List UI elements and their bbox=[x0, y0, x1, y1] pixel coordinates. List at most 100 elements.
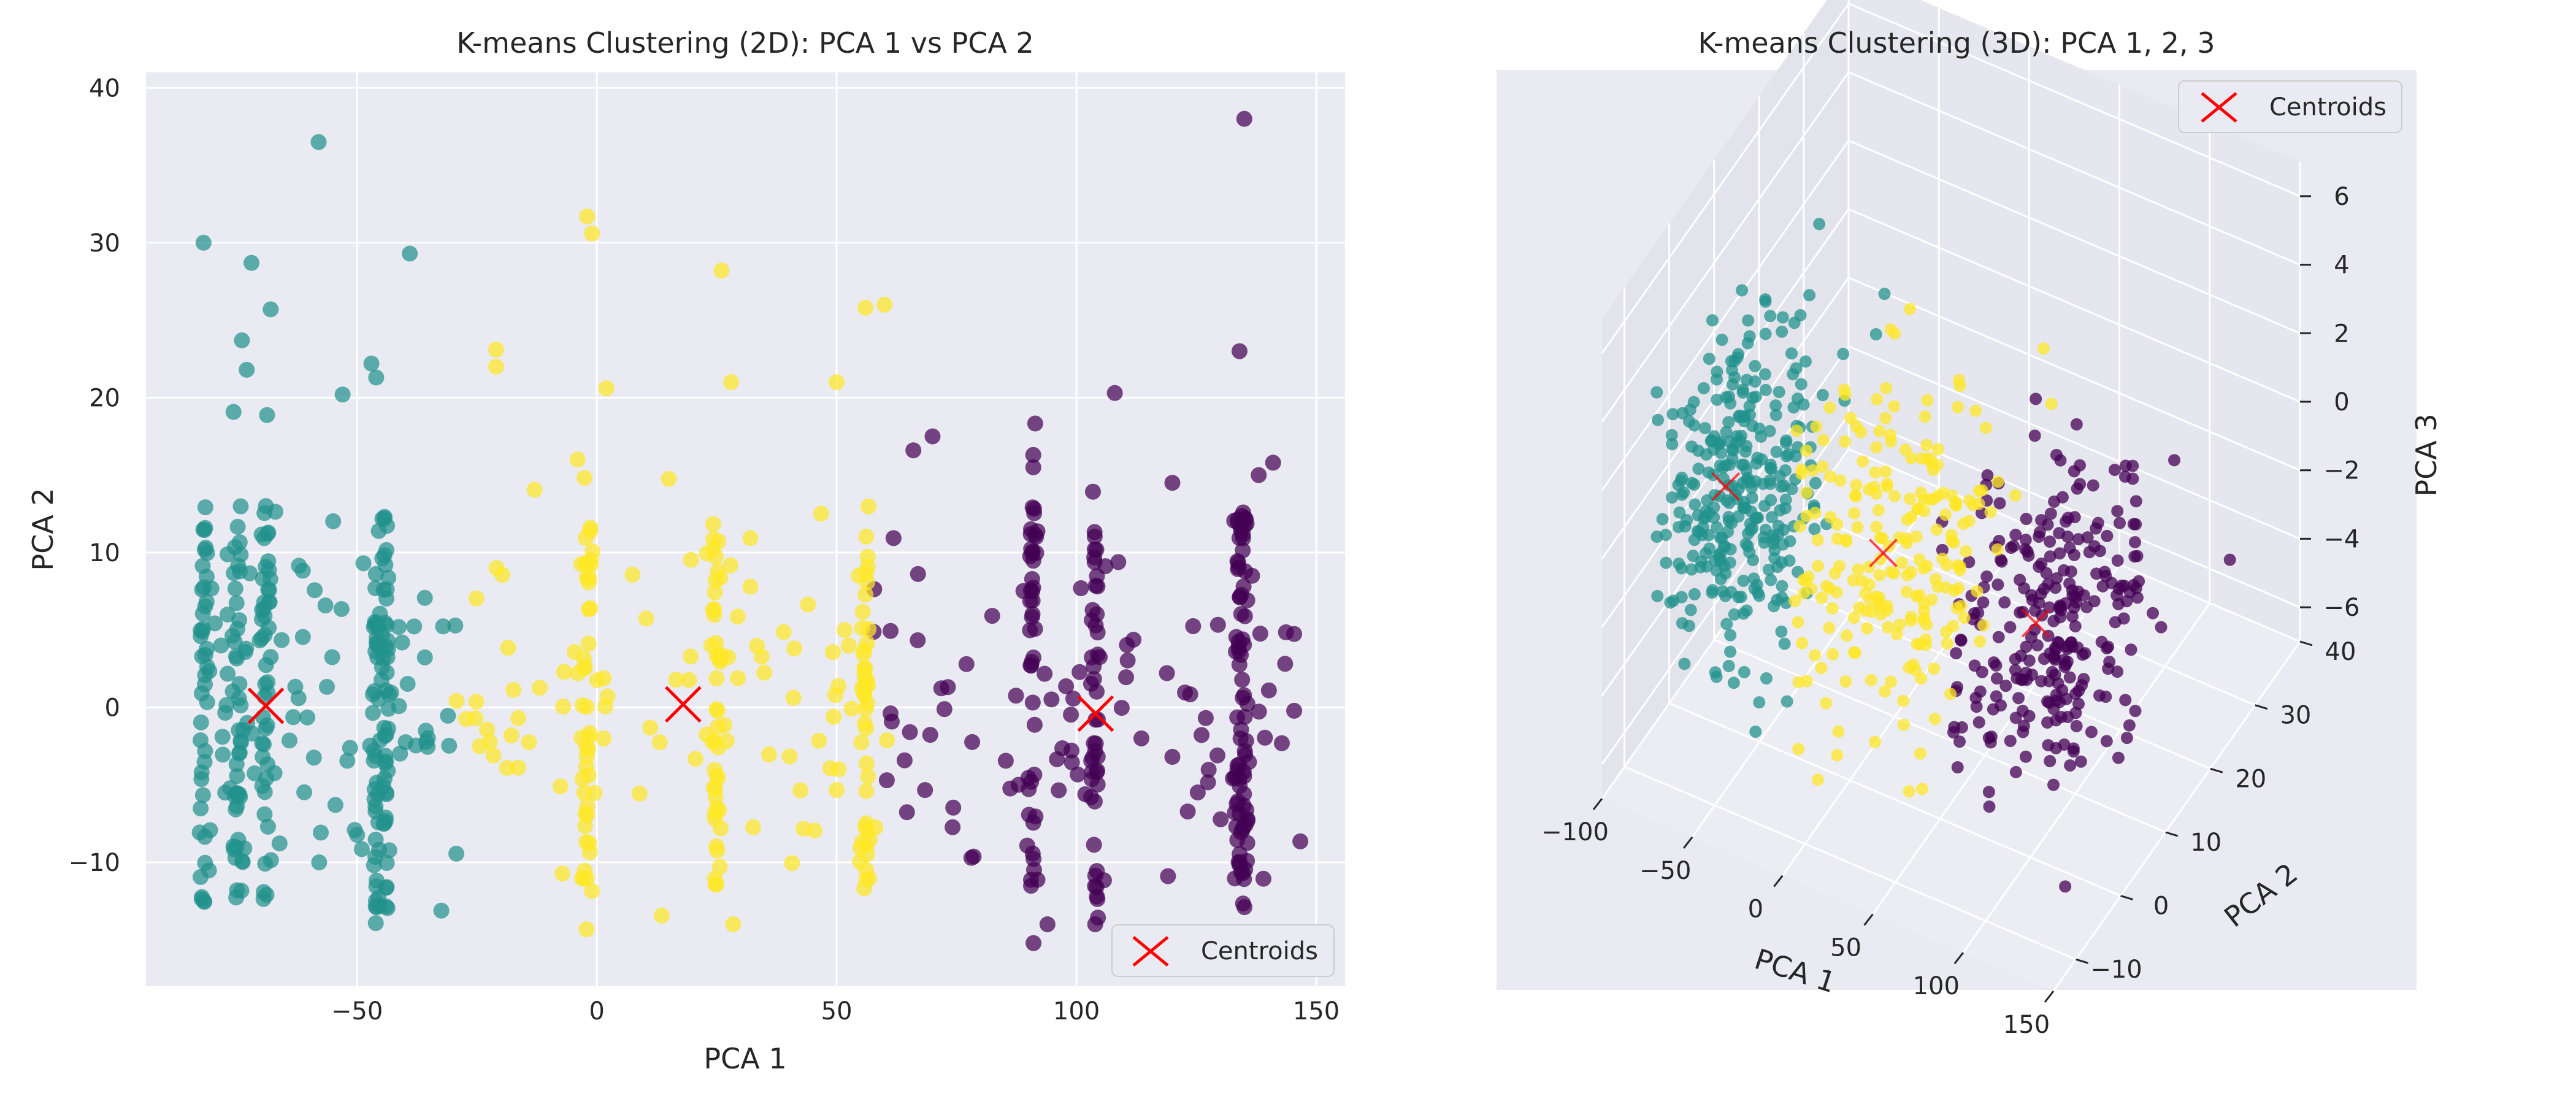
data-point-3d bbox=[1765, 511, 1778, 524]
data-point bbox=[213, 637, 229, 654]
data-point-3d bbox=[1717, 540, 1730, 553]
data-point bbox=[855, 646, 872, 662]
data-point bbox=[681, 672, 697, 688]
data-point-3d bbox=[2066, 589, 2079, 602]
data-point bbox=[1077, 786, 1094, 802]
data-point bbox=[707, 572, 724, 589]
data-point-3d bbox=[2019, 534, 2032, 546]
data-point-3d bbox=[1742, 314, 1755, 327]
data-point-3d bbox=[2042, 738, 2055, 751]
data-point bbox=[1070, 766, 1086, 783]
data-point-3d bbox=[1876, 531, 1889, 544]
data-point bbox=[281, 732, 297, 749]
data-point-3d bbox=[2018, 582, 2031, 595]
data-point bbox=[1257, 729, 1273, 746]
y-tick-label: 40 bbox=[89, 74, 120, 102]
data-point bbox=[1025, 459, 1041, 475]
data-point bbox=[785, 689, 802, 706]
data-point bbox=[218, 697, 235, 713]
data-point-3d bbox=[1652, 413, 1665, 426]
z-tick-label-3d: 4 bbox=[2334, 251, 2349, 280]
points-2d bbox=[191, 110, 1309, 951]
data-point-3d bbox=[1998, 596, 2011, 609]
data-point-3d bbox=[1732, 510, 1745, 523]
data-point-3d bbox=[1800, 574, 1812, 587]
data-point-3d bbox=[1823, 621, 1836, 634]
data-point bbox=[1084, 763, 1100, 780]
data-point-3d bbox=[1951, 761, 1964, 774]
data-point bbox=[1043, 691, 1060, 708]
data-point-3d bbox=[2100, 642, 2113, 654]
data-point-3d bbox=[2004, 734, 2017, 747]
data-point bbox=[1085, 483, 1102, 500]
data-point bbox=[1239, 696, 1255, 712]
data-point-3d bbox=[1936, 553, 1949, 565]
data-point bbox=[709, 842, 726, 859]
data-point-3d bbox=[1832, 725, 1845, 738]
legend-label-3d: Centroids bbox=[2269, 93, 2386, 121]
data-point-3d bbox=[1828, 567, 1841, 580]
data-point-3d bbox=[1706, 584, 1719, 597]
data-point bbox=[381, 686, 397, 703]
data-point-3d bbox=[1815, 662, 1828, 675]
centroids-3d bbox=[1711, 472, 2050, 638]
data-point bbox=[958, 656, 975, 672]
y-tick-3d bbox=[2120, 895, 2134, 900]
data-point bbox=[239, 361, 255, 378]
data-point bbox=[254, 778, 270, 794]
data-point bbox=[578, 834, 595, 850]
data-point bbox=[905, 442, 922, 459]
data-point bbox=[1159, 665, 1175, 681]
grid-3d bbox=[1623, 765, 2077, 960]
data-point bbox=[313, 824, 329, 841]
data-point bbox=[1089, 624, 1106, 641]
data-point bbox=[653, 907, 670, 924]
data-point-3d bbox=[2033, 597, 2045, 610]
data-point bbox=[233, 883, 250, 899]
data-point-3d bbox=[1910, 531, 1923, 543]
data-point bbox=[1241, 754, 1257, 770]
data-point-3d bbox=[2119, 694, 2132, 707]
data-point-3d bbox=[1724, 629, 1737, 642]
grid-3d bbox=[1691, 486, 1940, 838]
data-point-3d bbox=[1982, 786, 1995, 799]
data-point-3d bbox=[2043, 601, 2056, 614]
data-point bbox=[510, 759, 526, 776]
data-point-3d bbox=[2044, 535, 2057, 548]
data-point bbox=[1232, 730, 1249, 747]
data-point bbox=[399, 675, 416, 692]
data-point bbox=[267, 504, 283, 520]
data-point bbox=[1089, 776, 1106, 793]
data-point-3d bbox=[1808, 523, 1821, 535]
data-point bbox=[579, 208, 596, 224]
data-point bbox=[305, 749, 322, 766]
data-point bbox=[577, 530, 594, 546]
data-point-3d bbox=[1714, 552, 1727, 565]
data-point bbox=[402, 245, 418, 262]
data-point bbox=[585, 543, 601, 559]
data-point bbox=[781, 748, 798, 765]
legend-3d: Centroids bbox=[2178, 80, 2402, 133]
data-point bbox=[255, 891, 272, 907]
data-point bbox=[225, 404, 242, 420]
data-point bbox=[196, 893, 212, 910]
data-point bbox=[1273, 735, 1290, 751]
data-point-3d bbox=[1954, 634, 1967, 646]
data-point bbox=[1251, 703, 1267, 720]
data-point bbox=[896, 752, 913, 769]
data-point bbox=[922, 727, 938, 743]
data-point-3d bbox=[2081, 531, 2094, 544]
data-point bbox=[378, 664, 395, 681]
data-point-3d bbox=[1824, 470, 1837, 483]
data-point-3d bbox=[1859, 587, 1872, 600]
data-point-3d bbox=[1903, 493, 1916, 505]
data-point bbox=[406, 618, 423, 635]
x-tick-label-3d: 50 bbox=[1830, 933, 1861, 962]
data-point-3d bbox=[1991, 578, 2004, 591]
data-point-3d bbox=[1952, 401, 1965, 413]
y-tick-label: 10 bbox=[89, 539, 120, 567]
data-point-3d bbox=[1916, 783, 1929, 795]
data-point-3d bbox=[1917, 493, 1930, 506]
data-point-3d bbox=[1972, 497, 1985, 510]
y-tick-label: 20 bbox=[89, 384, 120, 412]
